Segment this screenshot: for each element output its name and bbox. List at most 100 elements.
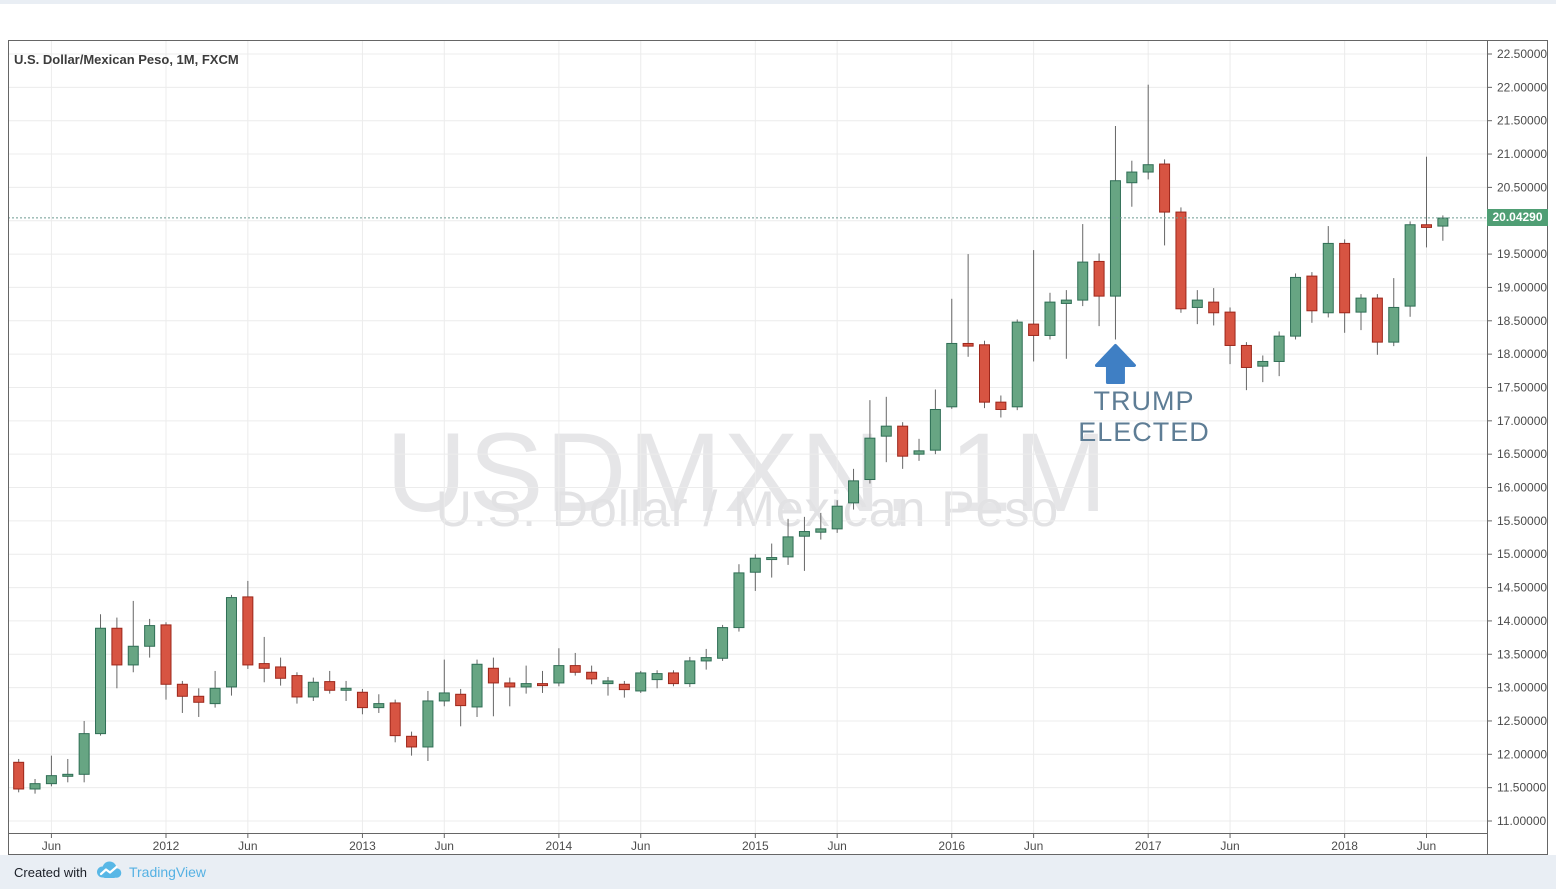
price-tick-label[interactable]: 16.50000 <box>1497 447 1547 461</box>
candle-body[interactable] <box>406 735 418 748</box>
price-tick-label[interactable]: 13.00000 <box>1497 681 1547 695</box>
candle-body[interactable] <box>1208 301 1220 314</box>
candle-body[interactable] <box>504 682 516 688</box>
candle-body[interactable] <box>1355 297 1367 313</box>
candle-body[interactable] <box>520 683 532 688</box>
candle-body[interactable] <box>749 557 761 573</box>
price-tick-label[interactable]: 13.50000 <box>1497 647 1547 661</box>
candle-body[interactable] <box>422 700 434 748</box>
candle-body[interactable] <box>127 645 139 666</box>
candle-body[interactable] <box>1109 180 1121 297</box>
candle-body[interactable] <box>667 672 679 685</box>
candle-body[interactable] <box>913 450 925 455</box>
time-tick-label[interactable]: 2013 <box>349 839 376 853</box>
candle-body[interactable] <box>880 425 892 437</box>
candle-body[interactable] <box>45 775 57 785</box>
price-tick-label[interactable]: 12.00000 <box>1497 747 1547 761</box>
time-tick-label[interactable]: 2012 <box>153 839 180 853</box>
candle-body[interactable] <box>111 627 123 666</box>
candle-body[interactable] <box>160 624 172 685</box>
candle-body[interactable] <box>733 572 745 629</box>
price-tick-label[interactable]: 19.00000 <box>1497 280 1547 294</box>
candle-body[interactable] <box>700 657 712 662</box>
candle-body[interactable] <box>487 667 499 684</box>
candle-body[interactable] <box>438 692 450 702</box>
price-tick-label[interactable]: 18.50000 <box>1497 314 1547 328</box>
time-tick-label[interactable]: 2018 <box>1331 839 1358 853</box>
candle-body[interactable] <box>13 761 25 790</box>
candle-body[interactable] <box>307 681 319 698</box>
candle-body[interactable] <box>766 557 778 561</box>
candle-body[interactable] <box>1044 301 1056 336</box>
price-tick-label[interactable]: 14.00000 <box>1497 614 1547 628</box>
candle-body[interactable] <box>1011 321 1023 408</box>
candle-body[interactable] <box>1093 260 1105 297</box>
candle-body[interactable] <box>1306 275 1318 312</box>
chart-legend[interactable]: U.S. Dollar/Mexican Peso, 1M, FXCM <box>14 52 239 67</box>
price-tick-label[interactable]: 17.50000 <box>1497 380 1547 394</box>
candle-body[interactable] <box>471 663 483 708</box>
candle-body[interactable] <box>782 536 794 558</box>
price-tick-label[interactable]: 22.00000 <box>1497 80 1547 94</box>
candle-body[interactable] <box>929 408 941 451</box>
candle-body[interactable] <box>1371 297 1383 343</box>
candle-body[interactable] <box>275 666 287 679</box>
candle-body[interactable] <box>717 627 729 659</box>
candle-body[interactable] <box>78 733 90 775</box>
candle-body[interactable] <box>946 342 958 408</box>
price-tick-label[interactable]: 18.00000 <box>1497 347 1547 361</box>
price-tick-label[interactable]: 22.50000 <box>1497 47 1547 61</box>
candle-body[interactable] <box>389 702 401 737</box>
candle-body[interactable] <box>897 425 909 457</box>
candle-body[interactable] <box>553 665 565 684</box>
price-tick-label[interactable]: 16.00000 <box>1497 481 1547 495</box>
candle-body[interactable] <box>1404 224 1416 307</box>
candle-body[interactable] <box>848 480 860 504</box>
candle-body[interactable] <box>651 673 663 681</box>
candle-body[interactable] <box>258 663 270 669</box>
candle-body[interactable] <box>684 660 696 685</box>
candle-body[interactable] <box>537 683 549 687</box>
price-tick-label[interactable]: 17.00000 <box>1497 414 1547 428</box>
candle-body[interactable] <box>62 773 74 777</box>
candle-body[interactable] <box>1437 217 1449 227</box>
candle-body[interactable] <box>1388 306 1400 343</box>
candle-body[interactable] <box>176 683 188 697</box>
candle-body[interactable] <box>569 665 581 673</box>
price-tick-label[interactable]: 15.00000 <box>1497 547 1547 561</box>
time-tick-label[interactable]: Jun <box>827 839 846 853</box>
candle-body[interactable] <box>1142 164 1154 173</box>
time-tick-label[interactable]: 2017 <box>1135 839 1162 853</box>
time-tick-label[interactable]: Jun <box>1220 839 1239 853</box>
candle-body[interactable] <box>586 671 598 680</box>
price-tick-label[interactable]: 12.50000 <box>1497 714 1547 728</box>
tradingview-cloud-icon[interactable] <box>94 860 122 885</box>
candle-body[interactable] <box>340 687 352 691</box>
candle-body[interactable] <box>602 680 614 685</box>
candle-body[interactable] <box>95 627 107 735</box>
candle-body[interactable] <box>1126 171 1138 184</box>
candle-body[interactable] <box>1224 311 1236 346</box>
candle-body[interactable] <box>815 528 827 533</box>
candle-body[interactable] <box>798 531 810 537</box>
tradingview-brand-link[interactable]: TradingView <box>128 864 207 880</box>
time-tick-label[interactable]: Jun <box>1024 839 1043 853</box>
candle-body[interactable] <box>373 703 385 709</box>
price-tick-label[interactable]: 20.50000 <box>1497 180 1547 194</box>
candle-body[interactable] <box>1322 242 1334 314</box>
candle-body[interactable] <box>1077 261 1089 301</box>
time-tick-label[interactable]: 2016 <box>938 839 965 853</box>
candle-body[interactable] <box>1159 163 1171 213</box>
candle-body[interactable] <box>635 672 647 692</box>
time-tick-label[interactable]: Jun <box>238 839 257 853</box>
candle-body[interactable] <box>864 437 876 481</box>
candle-body[interactable] <box>242 596 254 666</box>
price-tick-label[interactable]: 14.50000 <box>1497 581 1547 595</box>
price-tick-label[interactable]: 19.50000 <box>1497 247 1547 261</box>
price-tick-label[interactable]: 21.50000 <box>1497 114 1547 128</box>
candle-body[interactable] <box>29 783 41 790</box>
candle-body[interactable] <box>1060 299 1072 304</box>
candle-body[interactable] <box>1339 242 1351 314</box>
candle-body[interactable] <box>1257 360 1269 367</box>
candle-body[interactable] <box>291 675 303 698</box>
